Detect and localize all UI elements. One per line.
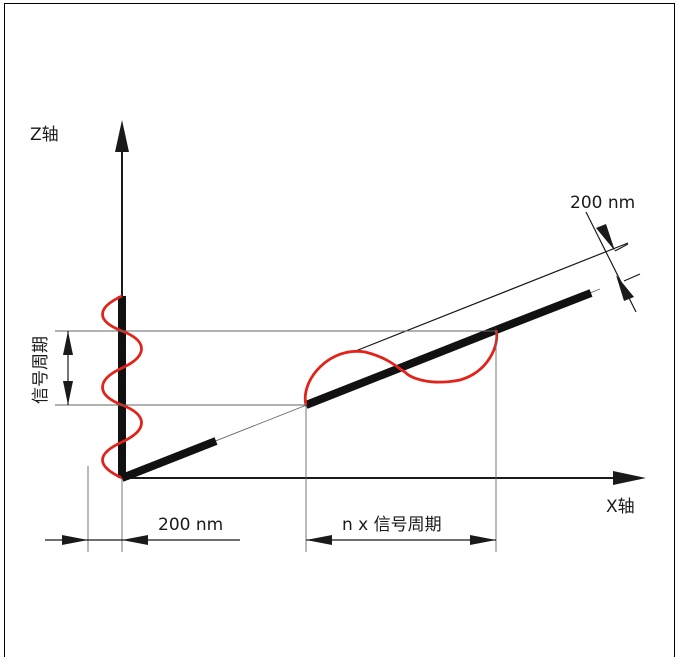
z-axis-arrowhead	[115, 120, 129, 152]
diagonal-scale-segment-1	[120, 437, 218, 482]
top-200nm-dimension	[585, 211, 641, 313]
x-axis-label: X轴	[606, 497, 635, 517]
x-axis	[122, 471, 646, 485]
z-axis-label: Z轴	[30, 125, 59, 145]
n-period-dimension	[306, 535, 496, 545]
top-200nm-label: 200 nm	[570, 193, 635, 213]
x-axis-arrowhead	[613, 471, 646, 485]
bottom-200nm-label: 200 nm	[158, 515, 223, 535]
bottom-200nm-dimension	[45, 535, 240, 545]
signal-period-dimension	[63, 331, 73, 405]
n-signal-period-label: n x 信号周期	[342, 515, 442, 535]
diagonal-signal-wave	[303, 329, 499, 406]
frame-border	[4, 3, 675, 657]
z-signal-wave	[101, 294, 143, 480]
diagonal-scale-segment-2	[304, 326, 498, 409]
diagonal-scale-segment-3	[494, 289, 593, 334]
offset-parallel-line	[352, 242, 629, 353]
signal-period-label: 信号周期	[31, 336, 51, 404]
